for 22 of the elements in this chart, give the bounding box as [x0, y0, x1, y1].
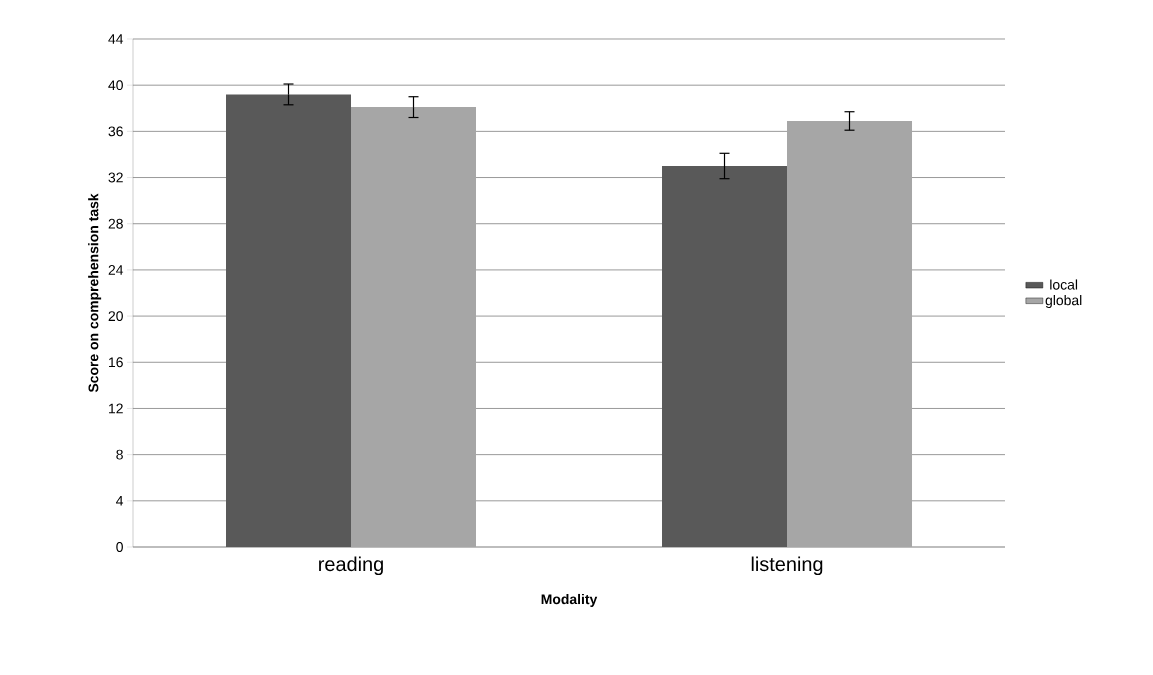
y-axis-title: Score on comprehension task [88, 193, 102, 393]
y-tick-label: 40 [108, 80, 123, 91]
y-tick-label: 36 [108, 126, 123, 137]
x-tick-label: listening [751, 556, 823, 576]
y-tick-label: 24 [108, 265, 124, 275]
y-tick-label: 32 [108, 172, 123, 183]
legend-label: global [1045, 294, 1082, 308]
bar [351, 107, 476, 547]
x-tick-label: reading [319, 556, 383, 576]
y-tick-label: 8 [116, 449, 123, 460]
x-axis-title: Modality [541, 593, 598, 607]
y-tick-label: 0 [116, 542, 123, 552]
bar [226, 94, 351, 547]
y-tick-label: 4 [116, 496, 124, 506]
legend-label: local [1050, 279, 1078, 290]
y-tick-label: 44 [108, 34, 124, 44]
y-tick-label: 20 [108, 311, 123, 322]
y-tick-label: 28 [108, 218, 123, 229]
y-tick-label: 12 [109, 403, 123, 414]
bar [662, 166, 788, 547]
bar [787, 120, 913, 547]
y-tick-label: 16 [109, 357, 123, 368]
